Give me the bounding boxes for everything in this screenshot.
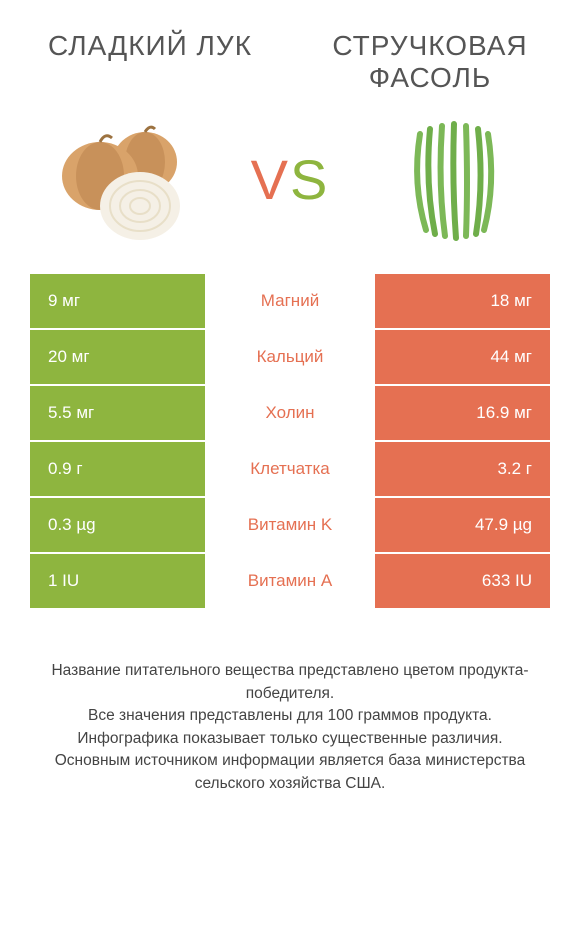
cell-left-value: 5.5 мг	[30, 386, 205, 440]
table-row: 0.9 гКлетчатка3.2 г	[30, 442, 550, 498]
right-title: Стручковая фасоль	[320, 30, 540, 94]
vs-label: VS	[251, 147, 330, 212]
cell-right-value: 16.9 мг	[375, 386, 550, 440]
footer-line: Название питательного вещества представл…	[30, 660, 550, 705]
cell-right-value: 44 мг	[375, 330, 550, 384]
onion-icon	[50, 114, 200, 244]
cell-nutrient-label: Клетчатка	[205, 442, 375, 496]
cell-right-value: 47.9 µg	[375, 498, 550, 552]
table-row: 1 IUВитамин A633 IU	[30, 554, 550, 610]
table-row: 20 мгКальций44 мг	[30, 330, 550, 386]
left-title: Сладкий лук	[40, 30, 260, 94]
cell-nutrient-label: Витамин K	[205, 498, 375, 552]
cell-left-value: 9 мг	[30, 274, 205, 328]
comparison-table: 9 мгМагний18 мг20 мгКальций44 мг5.5 мгХо…	[0, 274, 580, 610]
footer-line: Инфографика показывает только существенн…	[30, 728, 550, 750]
header: Сладкий лук Стручковая фасоль	[0, 0, 580, 104]
table-row: 9 мгМагний18 мг	[30, 274, 550, 330]
cell-nutrient-label: Холин	[205, 386, 375, 440]
cell-left-value: 0.3 µg	[30, 498, 205, 552]
vs-s: S	[290, 148, 329, 211]
table-row: 5.5 мгХолин16.9 мг	[30, 386, 550, 442]
cell-nutrient-label: Витамин A	[205, 554, 375, 608]
cell-nutrient-label: Кальций	[205, 330, 375, 384]
cell-left-value: 20 мг	[30, 330, 205, 384]
cell-nutrient-label: Магний	[205, 274, 375, 328]
images-row: VS	[0, 104, 580, 274]
footer-line: Все значения представлены для 100 граммо…	[30, 705, 550, 727]
footer-line: Основным источником информации является …	[30, 750, 550, 795]
cell-right-value: 633 IU	[375, 554, 550, 608]
cell-left-value: 0.9 г	[30, 442, 205, 496]
footer-notes: Название питательного вещества представл…	[0, 610, 580, 795]
cell-left-value: 1 IU	[30, 554, 205, 608]
vs-v: V	[251, 148, 290, 211]
beans-icon	[380, 114, 530, 244]
table-row: 0.3 µgВитамин K47.9 µg	[30, 498, 550, 554]
cell-right-value: 18 мг	[375, 274, 550, 328]
cell-right-value: 3.2 г	[375, 442, 550, 496]
